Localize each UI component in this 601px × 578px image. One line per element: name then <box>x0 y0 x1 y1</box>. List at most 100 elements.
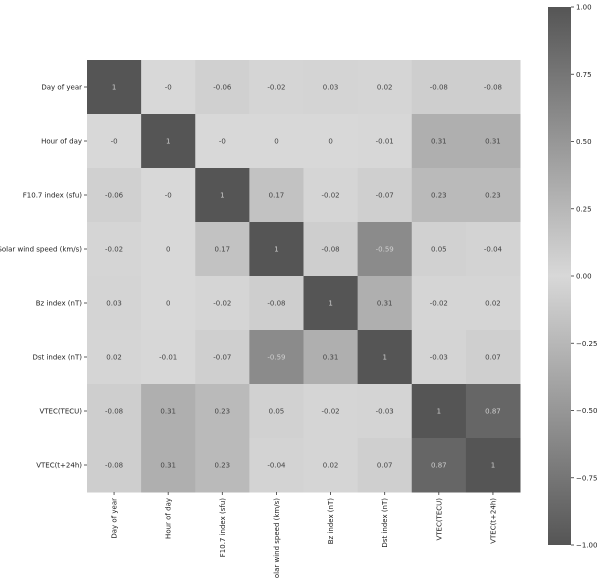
cell-value-label: -0.04 <box>484 246 503 254</box>
heatmap-cell <box>87 222 142 277</box>
y-tick-label: Bz index (nT) <box>36 300 83 308</box>
heatmap-cell <box>465 330 521 385</box>
cell-value-label: -0.06 <box>213 84 232 92</box>
cell-value-label: 0.02 <box>377 84 393 92</box>
heatmap-cell <box>87 276 142 331</box>
cell-value-label: -0 <box>165 192 172 200</box>
cell-value-label: 0.23 <box>215 462 231 470</box>
heatmap-cell <box>249 438 304 493</box>
cell-value-label: 0.87 <box>431 462 447 470</box>
colorbar-tick-label: 0.00 <box>576 273 592 281</box>
heatmap-cell <box>249 276 304 331</box>
cell-value-label: -0 <box>165 84 172 92</box>
heatmap-cell <box>411 330 467 385</box>
cell-value-label: -0.08 <box>105 408 123 416</box>
cell-value-label: -0 <box>111 138 118 146</box>
cell-value-label: -0.08 <box>430 84 448 92</box>
cell-value-label: 0.17 <box>215 246 231 254</box>
heatmap-cell <box>195 60 250 115</box>
colorbar-tick-label: −0.50 <box>576 407 597 415</box>
cell-value-label: 0.31 <box>485 138 501 146</box>
cell-value-label: 0.31 <box>377 300 393 308</box>
cell-value-label: -0.08 <box>105 462 123 470</box>
cell-value-label: 0.31 <box>160 408 176 416</box>
heatmap-cell <box>141 330 196 385</box>
heatmap-cell <box>249 330 304 385</box>
heatmap-cell <box>465 222 521 277</box>
cell-value-label: 1 <box>112 84 116 92</box>
colorbar-tick-label: 0.50 <box>576 138 592 146</box>
heatmap-cell <box>303 276 359 331</box>
heatmap-cell <box>465 114 521 169</box>
heatmap-cell <box>357 384 413 439</box>
heatmap-cell <box>141 222 196 277</box>
cell-value-label: 0.02 <box>106 354 122 362</box>
cell-value-label: 0.31 <box>323 354 339 362</box>
cell-value-label: 1 <box>166 138 170 146</box>
y-tick-label: Day of year <box>41 84 82 92</box>
cell-value-label: 0.02 <box>323 462 339 470</box>
heatmap-cell <box>465 276 521 331</box>
heatmap-cell <box>411 276 467 331</box>
cell-value-label: 1 <box>382 354 386 362</box>
y-tick-label: Hour of day <box>41 138 82 146</box>
heatmap-cell <box>141 114 196 169</box>
heatmap-cell <box>357 222 413 277</box>
heatmap-cell <box>357 438 413 493</box>
y-tick-label: Solar wind speed (km/s) <box>0 246 82 254</box>
cell-value-label: 0 <box>166 246 170 254</box>
heatmap-cell <box>411 438 467 493</box>
heatmap-cell <box>411 168 467 223</box>
cell-value-label: -0.06 <box>105 192 124 200</box>
colorbar-tick-label: −1.00 <box>576 542 597 550</box>
heatmap-cell <box>303 222 359 277</box>
heatmap-cell <box>303 60 359 115</box>
cell-value-label: 0.02 <box>485 300 501 308</box>
heatmap-cell <box>357 60 413 115</box>
heatmap-cell <box>465 60 521 115</box>
cell-value-label: 1 <box>274 246 278 254</box>
cell-value-label: -0.02 <box>105 246 123 254</box>
heatmap-cell <box>465 384 521 439</box>
cell-value-label: 0 <box>166 300 170 308</box>
heatmap-cell <box>303 384 359 439</box>
heatmap-cell <box>249 384 304 439</box>
x-tick-label: Bz index (nT) <box>327 498 335 545</box>
heatmap-annotations: 1 -0 -0.06 -0.02 0.03 0.02 -0.08 -0.08 -0 1 -0 0 0 -0… <box>105 84 503 470</box>
cell-value-label: 0.07 <box>377 462 393 470</box>
cell-value-label: -0.07 <box>213 354 231 362</box>
x-tick-label: Day of year <box>111 498 119 539</box>
colorbar-tick-label: −0.25 <box>576 340 597 348</box>
heatmap-cell <box>411 60 467 115</box>
cell-value-label: 0.03 <box>106 300 122 308</box>
cell-value-label: -0.08 <box>267 300 285 308</box>
heatmap-cell <box>249 60 304 115</box>
heatmap-cells <box>87 60 521 493</box>
x-tick-label: Hour of day <box>165 498 173 539</box>
heatmap-cell <box>195 384 250 439</box>
cell-value-label: 0 <box>274 138 278 146</box>
cell-value-label: 0.23 <box>431 192 447 200</box>
heatmap-cell <box>411 114 467 169</box>
cell-value-label: 1 <box>437 408 441 416</box>
cell-value-label: 0.23 <box>485 192 501 200</box>
y-tick-label: VTEC(t+24h) <box>36 462 82 470</box>
heatmap-cell <box>195 168 250 223</box>
cell-value-label: 0.87 <box>485 408 501 416</box>
colorbar-tick-label: 1.00 <box>576 4 592 12</box>
cell-value-label: -0 <box>219 138 226 146</box>
cell-value-label: -0.59 <box>376 246 394 254</box>
y-tick-label: Dst index (nT) <box>32 354 82 362</box>
cell-value-label: -0.02 <box>213 300 231 308</box>
cell-value-label: -0.01 <box>159 354 177 362</box>
heatmap-cell <box>303 330 359 385</box>
heatmap-cell <box>357 276 413 331</box>
heatmap-cell <box>141 168 196 223</box>
heatmap-cell <box>249 168 304 223</box>
cell-value-label: -0.04 <box>267 462 286 470</box>
cell-value-label: -0.59 <box>267 354 285 362</box>
cell-value-label: 1 <box>220 192 224 200</box>
heatmap-cell <box>87 330 142 385</box>
cell-value-label: 0.05 <box>269 408 285 416</box>
heatmap-cell <box>249 222 304 277</box>
